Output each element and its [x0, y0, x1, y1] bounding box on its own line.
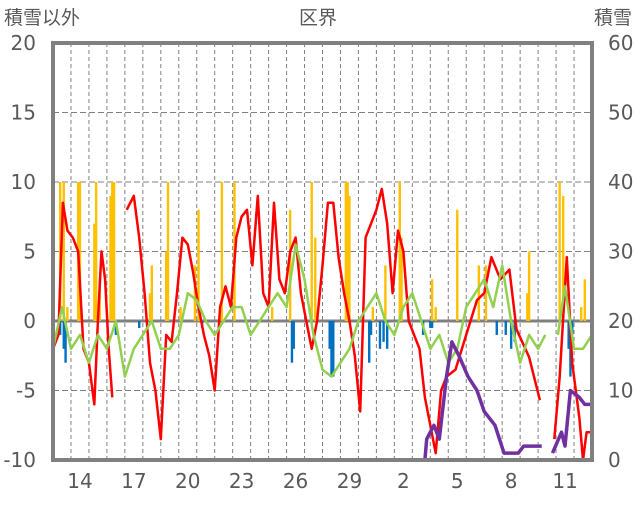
x-tick-label: 11 [552, 469, 577, 493]
precip-bar [220, 182, 224, 321]
precip-bar [526, 293, 529, 321]
plot-frame [51, 41, 594, 462]
precip-bar [179, 307, 182, 321]
negative-bar [382, 321, 385, 342]
precip-bar [93, 223, 96, 321]
negative-bar [58, 321, 62, 335]
snow-depth-line [550, 388, 591, 454]
precip-bar [66, 307, 69, 321]
left-tick-label: -10 [3, 448, 36, 472]
x-tick-label: 23 [229, 469, 254, 493]
precip-bar [583, 279, 587, 321]
x-tick-label: 14 [67, 469, 92, 493]
x-tick-label: 8 [505, 469, 518, 493]
right-tick-label: 20 [608, 309, 633, 333]
right-axis-title: 積雪 [594, 7, 632, 29]
precip-bar [398, 182, 401, 321]
precip-bar [148, 293, 152, 321]
left-tick-label: 15 [11, 101, 36, 125]
precip-bar [166, 182, 170, 321]
negative-bar [513, 321, 516, 342]
negative-bar [290, 321, 294, 363]
x-tick-label: 20 [175, 469, 200, 493]
negative-bar [332, 321, 335, 377]
right-tick-label: 30 [608, 240, 633, 264]
precip-bar [310, 182, 313, 321]
precip-bar [197, 209, 200, 321]
precip-bar [456, 209, 459, 321]
x-tick-label: 29 [337, 469, 362, 493]
x-tick-label: 17 [121, 469, 146, 493]
x-tick-label: 5 [451, 469, 464, 493]
precip-bar [562, 195, 565, 321]
negative-bar [385, 321, 389, 349]
precip-bar [484, 265, 488, 321]
right-tick-label: 10 [608, 379, 633, 403]
negative-bar [378, 321, 382, 349]
red-line [553, 255, 591, 462]
plot-border [51, 41, 594, 462]
right-tick-label: 40 [608, 170, 633, 194]
precip-bar [527, 251, 531, 321]
precip-bar [288, 209, 292, 321]
precip-bar [164, 251, 168, 321]
negative-bar [430, 321, 434, 328]
precip-bar [112, 182, 116, 321]
right-tick-label: 60 [608, 31, 633, 55]
precip-bar [314, 237, 317, 321]
precip-bar [580, 307, 583, 321]
negative-bar [64, 321, 67, 363]
precip-bar [558, 182, 561, 321]
x-tick-label: 2 [397, 469, 410, 493]
left-tick-label: -5 [16, 379, 36, 403]
negative-bar [504, 321, 507, 335]
green-line [51, 243, 547, 378]
precip-bar [384, 265, 387, 321]
negative-bar [567, 321, 570, 349]
left-tick-label: 20 [11, 31, 36, 55]
precip-bar [430, 279, 434, 321]
left-axis-title: 積雪以外 [4, 7, 80, 29]
negative-bar [62, 321, 65, 349]
precip-bar [400, 237, 403, 321]
negative-bar [368, 321, 371, 363]
precip-bar [109, 195, 112, 321]
negative-bar [330, 321, 333, 377]
green-line [556, 285, 594, 351]
left-tick-label: 5 [23, 240, 36, 264]
precip-bar [62, 182, 65, 321]
negative-bar [369, 321, 373, 335]
negative-bar [429, 321, 432, 328]
negative-bar [509, 321, 513, 349]
left-tick-label: 0 [23, 309, 36, 333]
precip-bar [348, 195, 351, 321]
series-lines [51, 187, 594, 462]
negative-bar [292, 321, 295, 349]
negative-bar [495, 321, 498, 335]
x-tick-label: 26 [283, 469, 308, 493]
right-tick-label: 0 [608, 448, 621, 472]
precip-bar [434, 307, 437, 321]
red-line [51, 201, 114, 406]
negative-bar [328, 321, 331, 349]
right-tick-label: 50 [608, 101, 633, 125]
precip-bar [193, 265, 197, 321]
precip-bar [150, 265, 154, 321]
gridlines [53, 43, 592, 460]
precip-bar [78, 182, 82, 321]
negative-bar [138, 321, 141, 328]
precip-bar [477, 265, 481, 321]
precip-bar [111, 182, 114, 321]
precip-bar [346, 182, 349, 321]
left-tick-label: 10 [11, 170, 36, 194]
tick-labels: -10 -5 0 5 10 15 20 0 10 20 30 40 50 60 14 17 20 23 26 29 2 5… [3, 31, 633, 493]
precip-bar [94, 182, 98, 321]
precip-bar [371, 307, 375, 321]
chart-title: 区界 [299, 7, 337, 29]
precip-bar [344, 182, 348, 321]
snow-depth-line [53, 340, 542, 462]
precip-bar [270, 307, 274, 321]
